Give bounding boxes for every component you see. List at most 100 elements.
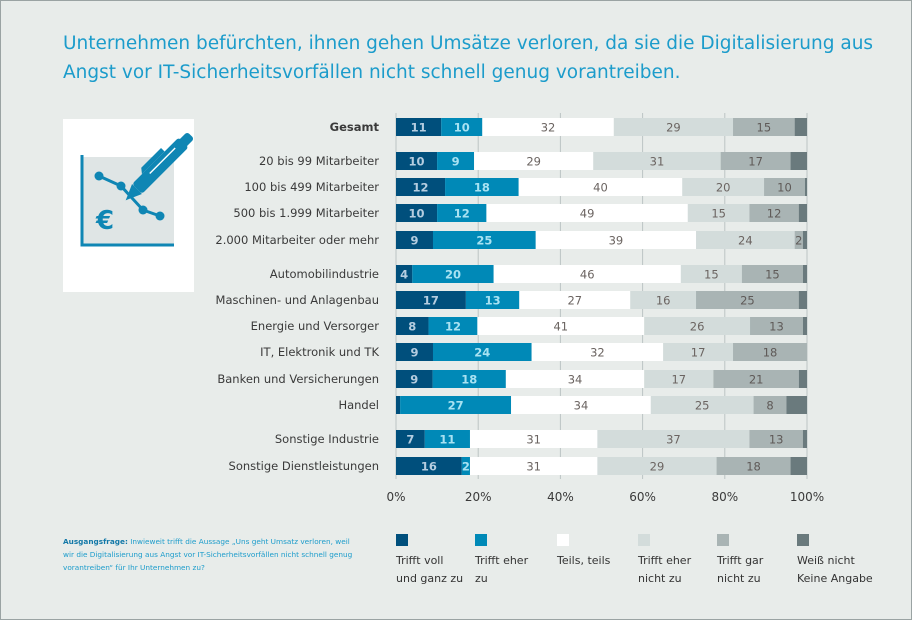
- bar-segment: [597, 430, 750, 448]
- bar-segment: [741, 265, 803, 283]
- bar-segment: [753, 396, 787, 414]
- legend-label: Keine Angabe: [797, 572, 873, 585]
- data-label: 13: [769, 320, 784, 334]
- data-label: 37: [666, 433, 681, 447]
- data-label: 11: [439, 433, 455, 447]
- data-label: 24: [738, 234, 753, 248]
- data-label: 27: [567, 294, 582, 308]
- x-tick-label: 60%: [629, 490, 656, 504]
- legend-swatch: [557, 534, 569, 546]
- bar-segment: [764, 178, 805, 196]
- bar-segment: [613, 118, 734, 136]
- data-label: 17: [671, 373, 686, 387]
- data-label: 17: [423, 294, 439, 308]
- data-label: 41: [553, 320, 568, 334]
- data-label: 9: [452, 155, 460, 169]
- data-label: 10: [777, 181, 792, 195]
- bar-segment: [663, 343, 734, 361]
- data-label: 13: [485, 294, 501, 308]
- legend-item: Weiß nicht Keine Angabe: [797, 534, 887, 588]
- legend-label: Trifft eher: [475, 554, 529, 567]
- category-label: Banken und Versicherungen: [217, 372, 379, 386]
- data-label: 39: [609, 234, 624, 248]
- bar-segment: [396, 118, 442, 136]
- data-label: 16: [656, 294, 671, 308]
- data-label: 10: [409, 207, 425, 221]
- bar-segment: [798, 370, 807, 388]
- legend-swatch: [797, 534, 809, 546]
- legend-label: Trifft gar: [717, 554, 764, 567]
- data-label: 20: [445, 268, 461, 282]
- category-label: IT, Elektronik und TK: [260, 345, 379, 359]
- bar-segment: [750, 317, 803, 335]
- bar-segment: [482, 118, 614, 136]
- bar-segment: [396, 152, 438, 170]
- question-note: Ausgangsfrage: Inwieweit trifft die Auss…: [63, 535, 363, 574]
- legend-item: Trifft voll und ganz zu: [396, 534, 486, 588]
- data-label: 17: [691, 346, 706, 360]
- data-label: 11: [411, 121, 427, 135]
- legend-label: Trifft voll: [396, 554, 444, 567]
- bar-segment: [412, 265, 494, 283]
- category-label: 2.000 Mitarbeiter oder mehr: [215, 233, 379, 247]
- data-label: 16: [421, 460, 437, 474]
- bar-segment: [505, 370, 645, 388]
- data-label: 4: [400, 268, 408, 282]
- bar-segment: [716, 457, 791, 475]
- data-label: 25: [695, 399, 710, 413]
- legend-swatch: [638, 534, 650, 546]
- bar-segment: [644, 317, 751, 335]
- data-label: 18: [474, 181, 490, 195]
- bar-segment: [396, 178, 446, 196]
- bar-segment: [535, 231, 697, 249]
- bar-segment: [493, 265, 681, 283]
- title-line-1: Unternehmen befürchten, ihnen gehen Umsä…: [63, 33, 874, 54]
- bar-segment: [474, 152, 594, 170]
- data-label: 31: [650, 155, 665, 169]
- bar-segment: [396, 430, 425, 448]
- data-label: 9: [410, 234, 418, 248]
- bar-segment: [396, 265, 413, 283]
- bar-segment: [432, 343, 532, 361]
- bar-segment: [445, 178, 519, 196]
- data-label: 12: [445, 320, 461, 334]
- bar-segment: [802, 317, 807, 335]
- question-text: Inwieweit trifft die Aussage „Uns geht U…: [63, 537, 353, 572]
- bar-segment: [486, 204, 688, 222]
- category-label: Gesamt: [330, 120, 380, 134]
- data-label: 29: [666, 121, 681, 135]
- data-label: 12: [413, 181, 429, 195]
- category-label: 500 bis 1.999 Mitarbeiter: [233, 206, 379, 220]
- data-label: 29: [650, 460, 665, 474]
- bar-segment: [802, 231, 807, 249]
- bar-segment: [798, 204, 807, 222]
- bar-segment: [518, 178, 683, 196]
- bar-segment: [682, 178, 765, 196]
- bar-segment: [396, 343, 433, 361]
- data-label: 20: [716, 181, 731, 195]
- bar-segment: [437, 204, 487, 222]
- legend-label: [557, 570, 647, 588]
- bar-segment: [630, 291, 697, 309]
- data-label: 31: [526, 433, 541, 447]
- bar-segment: [519, 291, 631, 309]
- bar-segment: [720, 152, 791, 170]
- data-label: 40: [593, 181, 608, 195]
- data-label: 8: [766, 399, 773, 413]
- data-label: 27: [448, 399, 464, 413]
- bar-segment: [696, 291, 799, 309]
- category-label: 20 bis 99 Mitarbeiter: [259, 154, 379, 168]
- bar-segment: [644, 370, 714, 388]
- x-tick-label: 40%: [547, 490, 574, 504]
- category-label: Maschinen- und Anlagenbau: [216, 293, 379, 307]
- data-label: 25: [740, 294, 755, 308]
- data-label: 18: [461, 373, 477, 387]
- legend-item: Trifft eher zu: [475, 534, 565, 588]
- bar-segment: [733, 118, 795, 136]
- data-label: 32: [541, 121, 556, 135]
- legend-swatch: [396, 534, 408, 546]
- bar-segment: [465, 291, 520, 309]
- data-label: 25: [476, 234, 492, 248]
- bar-segment: [396, 291, 466, 309]
- bar-segment: [469, 457, 598, 475]
